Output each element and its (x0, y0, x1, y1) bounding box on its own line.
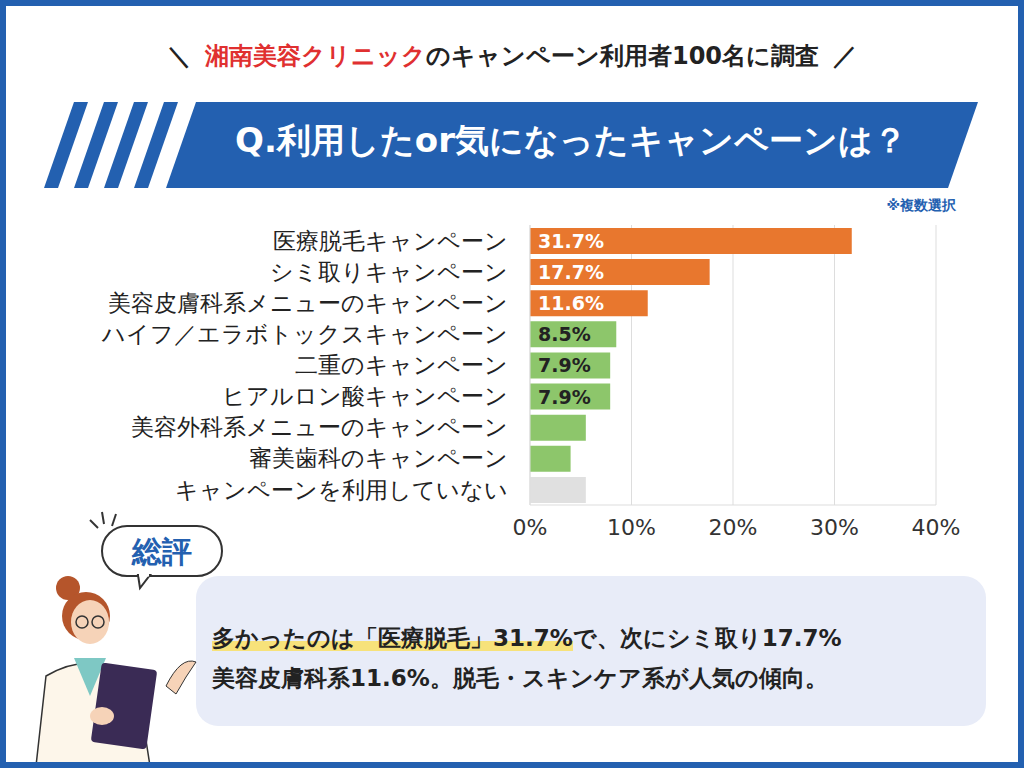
svg-text:40%: 40% (912, 515, 961, 540)
svg-text:キャンペーンを利用していない: キャンペーンを利用していない (175, 477, 508, 503)
svg-text:10%: 10% (607, 515, 656, 540)
svg-text:美容皮膚科系メニューのキャンペーン: 美容皮膚科系メニューのキャンペーン (108, 290, 508, 316)
svg-text:20%: 20% (709, 515, 758, 540)
html-text:※複数選択: ※複数選択 (886, 197, 956, 213)
svg-text:7.9%: 7.9% (538, 386, 591, 408)
svg-text:7.9%: 7.9% (538, 354, 591, 376)
svg-text:30%: 30% (810, 515, 859, 540)
svg-text:審美歯科のキャンペーン: 審美歯科のキャンペーン (249, 445, 508, 471)
svg-text:シミ取りキャンペーン: シミ取りキャンペーン (270, 259, 508, 285)
html-text:Q.利用したor気になったキャンペーンは？: Q.利用したor気になったキャンペーンは？ (235, 120, 907, 160)
svg-text:美容外科系メニューのキャンペーン: 美容外科系メニューのキャンペーン (131, 414, 508, 440)
svg-text:ハイフ／エラボトックスキャンペーン: ハイフ／エラボトックスキャンペーン (101, 321, 508, 347)
html-text:美容皮膚科系11.6%。脱毛・スキンケア系が人気の傾向。: 美容皮膚科系11.6%。脱毛・スキンケア系が人気の傾向。 (212, 665, 828, 691)
svg-text:11.6%: 11.6% (538, 292, 604, 314)
html-text:総評: 総評 (132, 534, 192, 569)
html-text:湘南美容クリニックのキャンペーン利用者100名に調査: 湘南美容クリニックのキャンペーン利用者100名に調査 (204, 42, 819, 70)
svg-text:17.7%: 17.7% (538, 261, 604, 283)
svg-text:0%: 0% (513, 515, 548, 540)
svg-text:二重のキャンペーン: 二重のキャンペーン (295, 352, 508, 378)
svg-text:8.5%: 8.5% (538, 323, 591, 345)
svg-text:医療脱毛キャンペーン: 医療脱毛キャンペーン (273, 228, 508, 254)
html-text:多かったのは「医療脱毛」31.7%で、次にシミ取り17.7%: 多かったのは「医療脱毛」31.7%で、次にシミ取り17.7% (212, 625, 842, 651)
svg-text:ヒアルロン酸キャンペーン: ヒアルロン酸キャンペーン (222, 383, 508, 409)
svg-text:31.7%: 31.7% (538, 230, 604, 252)
